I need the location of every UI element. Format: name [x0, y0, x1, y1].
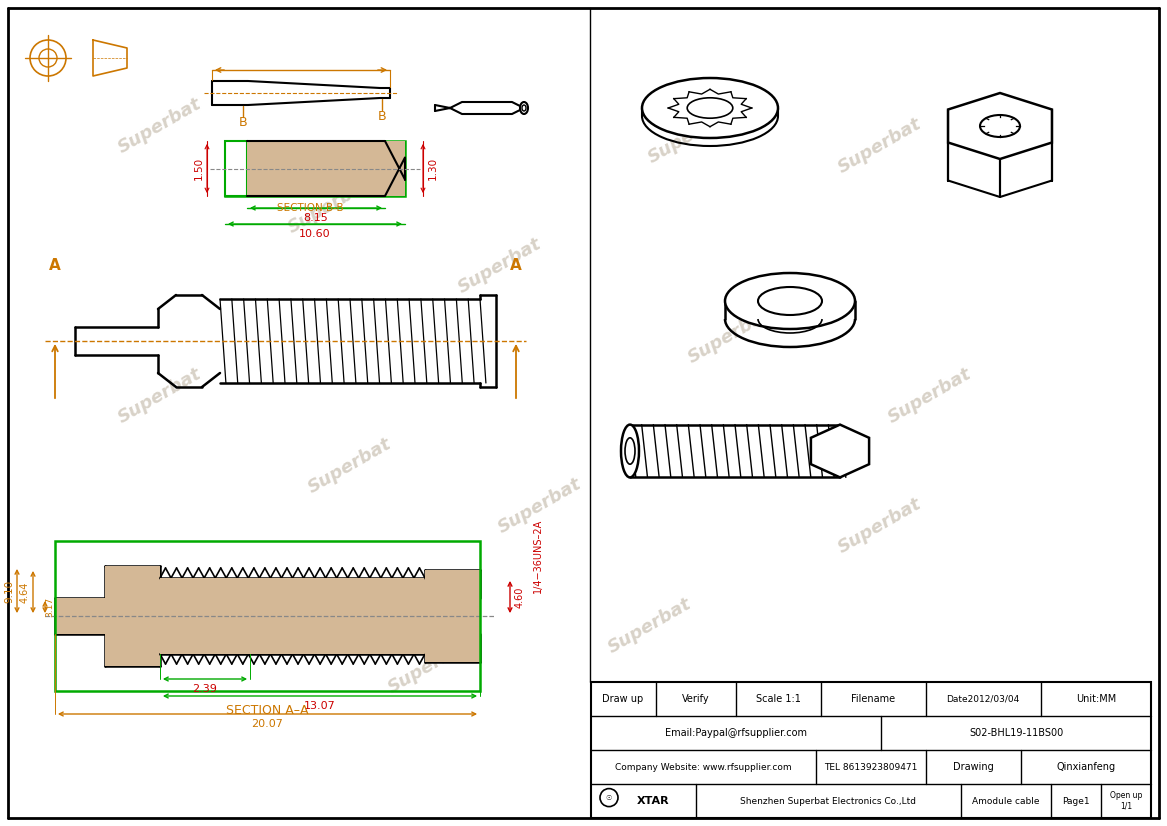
Text: Superbat: Superbat: [155, 595, 245, 657]
Text: 1.50: 1.50: [194, 157, 204, 180]
Text: Page1: Page1: [1062, 796, 1090, 805]
Ellipse shape: [687, 97, 733, 118]
Text: 10.60: 10.60: [299, 229, 330, 239]
Bar: [55, 541, 480, 691]
Text: B: B: [239, 116, 247, 130]
Text: 3.17: 3.17: [46, 597, 55, 617]
Text: 20.07: 20.07: [252, 719, 284, 729]
Text: 4.60: 4.60: [515, 586, 525, 608]
Text: Unit:MM: Unit:MM: [1076, 694, 1116, 704]
Text: Superbat: Superbat: [305, 434, 394, 497]
Text: Drawing: Drawing: [952, 762, 993, 772]
Text: Superbat: Superbat: [685, 305, 775, 368]
Text: Shenzhen Superbat Electronics Co.,Ltd: Shenzhen Superbat Electronics Co.,Ltd: [740, 796, 916, 805]
Text: 2.39: 2.39: [193, 684, 217, 694]
Ellipse shape: [626, 438, 635, 464]
Text: 8.15: 8.15: [303, 213, 328, 223]
Text: Open up
1/1: Open up 1/1: [1110, 791, 1142, 810]
Ellipse shape: [759, 287, 822, 315]
Text: A: A: [49, 258, 61, 273]
Text: Superbat: Superbat: [116, 95, 205, 157]
Text: SECTION B-B: SECTION B-B: [277, 203, 343, 213]
Ellipse shape: [520, 102, 527, 114]
Text: 1.30: 1.30: [428, 157, 438, 180]
Text: Superbat: Superbat: [285, 175, 375, 237]
Polygon shape: [425, 570, 480, 662]
Bar: [591, 682, 1151, 818]
Ellipse shape: [642, 78, 778, 138]
Text: Draw up: Draw up: [602, 694, 644, 704]
Text: Superbat: Superbat: [385, 635, 475, 697]
Text: S02-BHL19-11BS00: S02-BHL19-11BS00: [969, 728, 1063, 738]
Text: 9.10: 9.10: [4, 579, 14, 602]
Text: ☉: ☉: [606, 795, 613, 800]
Text: Superbat: Superbat: [836, 115, 925, 177]
Text: SECTION A–A: SECTION A–A: [226, 705, 309, 718]
Text: Amodule cable: Amodule cable: [972, 796, 1040, 805]
Text: Superbat: Superbat: [455, 235, 545, 297]
Bar: [160, 578, 425, 654]
Text: A: A: [510, 258, 522, 273]
Text: Email:Paypal@rfsupplier.com: Email:Paypal@rfsupplier.com: [665, 728, 808, 738]
Polygon shape: [55, 566, 160, 666]
Text: B: B: [378, 110, 386, 122]
Text: Superbat: Superbat: [605, 595, 696, 657]
Text: Superbat: Superbat: [836, 495, 925, 558]
Text: XTAR: XTAR: [637, 796, 670, 806]
Bar: [225, 141, 247, 196]
Text: Company Website: www.rfsupplier.com: Company Website: www.rfsupplier.com: [615, 762, 791, 771]
Polygon shape: [811, 425, 869, 477]
Text: Scale 1:1: Scale 1:1: [755, 694, 801, 704]
Text: TEL 8613923809471: TEL 8613923809471: [824, 762, 917, 771]
Text: Verify: Verify: [683, 694, 710, 704]
Text: Superbat: Superbat: [116, 365, 205, 427]
Text: 1/4−36UNS–2A: 1/4−36UNS–2A: [533, 519, 543, 593]
Text: Date2012/03/04: Date2012/03/04: [946, 695, 1020, 704]
Bar: [247, 141, 405, 196]
Ellipse shape: [522, 105, 526, 111]
Ellipse shape: [725, 273, 855, 329]
Text: 4.64: 4.64: [20, 582, 30, 603]
Text: Superbat: Superbat: [885, 365, 974, 427]
Text: Filename: Filename: [851, 694, 895, 704]
Polygon shape: [948, 93, 1051, 159]
Ellipse shape: [621, 425, 640, 477]
Text: Qinxianfeng: Qinxianfeng: [1056, 762, 1116, 772]
Bar: [225, 141, 405, 196]
Text: Superbat: Superbat: [645, 105, 735, 167]
Text: Superbat: Superbat: [495, 475, 585, 537]
Ellipse shape: [980, 115, 1020, 137]
Text: 13.07: 13.07: [305, 701, 336, 711]
